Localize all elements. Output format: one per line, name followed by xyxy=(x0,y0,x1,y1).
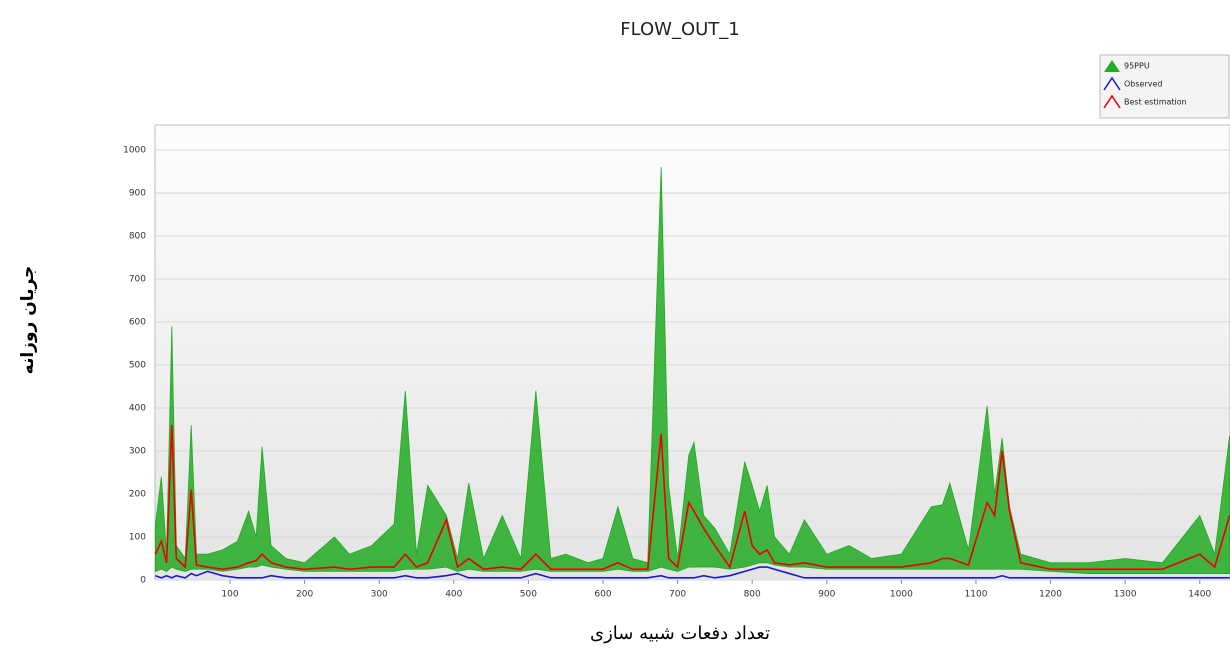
y-tick-label: 1000 xyxy=(123,145,146,155)
legend-swatch xyxy=(1103,76,1121,91)
legend-swatch xyxy=(1103,94,1121,109)
x-tick-label: 900 xyxy=(818,590,835,600)
legend xyxy=(1099,54,1230,119)
x-tick-label: 1400 xyxy=(1188,590,1211,600)
chart-title: FLOW_OUT_1 xyxy=(620,19,740,40)
x-tick-label: 600 xyxy=(594,590,611,600)
x-tick-label: 100 xyxy=(221,590,238,600)
y-tick-label: 0 xyxy=(140,576,146,586)
y-tick-label: 300 xyxy=(129,446,146,456)
y-tick-label: 400 xyxy=(129,403,146,413)
x-tick-label: 1000 xyxy=(890,590,913,600)
x-tick-label: 1200 xyxy=(1039,590,1062,600)
x-tick-label: 800 xyxy=(744,590,761,600)
x-tick-label: 500 xyxy=(520,590,537,600)
y-tick-label: 600 xyxy=(129,317,146,327)
y-tick-label: 700 xyxy=(129,274,146,284)
y-tick-label: 800 xyxy=(129,231,146,241)
y-tick-label: 100 xyxy=(129,532,146,542)
y-axis-label: جریان روزانه xyxy=(18,266,38,375)
series-line xyxy=(155,566,1230,579)
y-tick-label: 500 xyxy=(129,360,146,370)
legend-label: Observed xyxy=(1124,80,1163,89)
legend-label: 95PPU xyxy=(1124,62,1150,71)
y-tick-label: 200 xyxy=(129,489,146,499)
legend-label: Best estimation xyxy=(1124,98,1187,107)
legend-swatch xyxy=(1104,60,1120,72)
x-tick-label: 300 xyxy=(371,590,388,600)
x-tick-label: 700 xyxy=(669,590,686,600)
y-tick-label: 900 xyxy=(129,188,146,198)
x-tick-label: 400 xyxy=(445,590,462,600)
x-tick-label: 1100 xyxy=(965,590,988,600)
x-axis-label: تعداد دفعات شبیه سازی xyxy=(590,623,770,644)
x-tick-label: 1300 xyxy=(1114,590,1137,600)
x-tick-label: 200 xyxy=(296,590,313,600)
series-line xyxy=(154,425,1230,571)
